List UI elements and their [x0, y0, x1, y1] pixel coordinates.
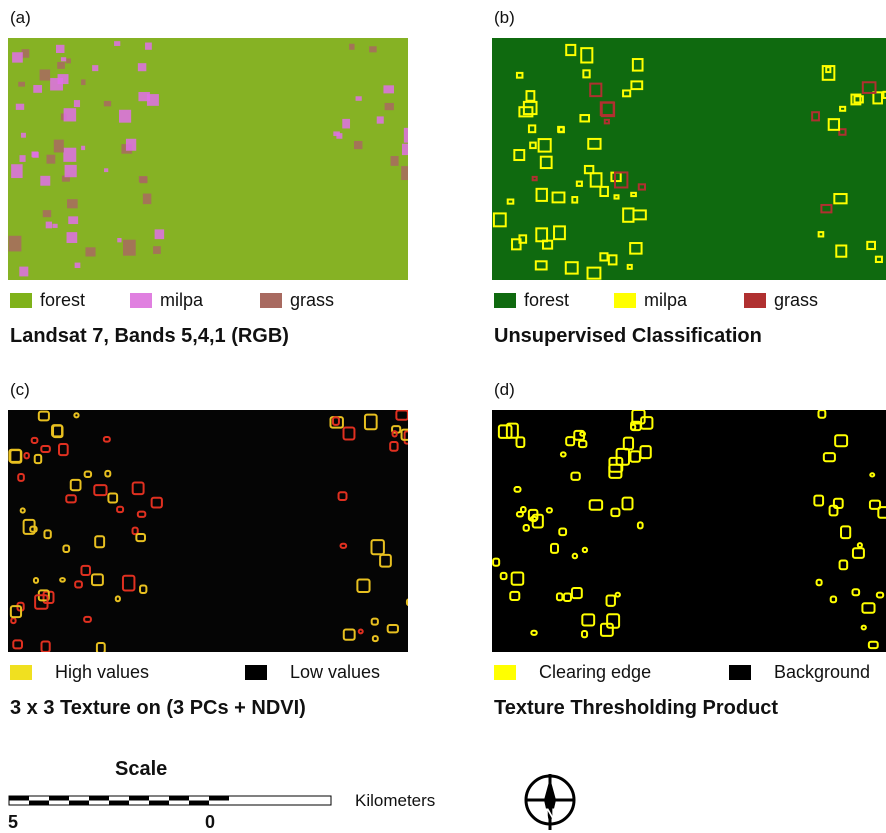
scale-units: Kilometers [355, 791, 435, 811]
panel-image [8, 38, 408, 280]
legend-swatch [10, 665, 32, 680]
panel-image [8, 410, 408, 652]
panel-label: (b) [494, 8, 515, 28]
legend-label: grass [774, 290, 818, 311]
legend-swatch [10, 293, 32, 308]
scale-left-label: 5 [8, 812, 18, 833]
legend-label: High values [55, 662, 149, 683]
scale-bar [8, 792, 338, 812]
legend-label: grass [290, 290, 334, 311]
legend-swatch [494, 665, 516, 680]
scale-right-label: 0 [205, 812, 215, 833]
panel-image [492, 410, 886, 652]
legend-label: Clearing edge [539, 662, 651, 683]
legend-label: Background [774, 662, 870, 683]
legend-swatch [729, 665, 751, 680]
legend-swatch [130, 293, 152, 308]
legend-label: milpa [644, 290, 687, 311]
legend-swatch [245, 665, 267, 680]
panel-caption: 3 x 3 Texture on (3 PCs + NDVI) [10, 697, 306, 720]
panel-caption: Landsat 7, Bands 5,4,1 (RGB) [10, 325, 289, 348]
panel-label: (d) [494, 380, 515, 400]
legend-swatch [614, 293, 636, 308]
legend-label: milpa [160, 290, 203, 311]
legend-label: Low values [290, 662, 380, 683]
legend-swatch [494, 293, 516, 308]
legend-label: forest [40, 290, 85, 311]
svg-text:N: N [545, 805, 555, 821]
panel-image [492, 38, 886, 280]
panel-label: (a) [10, 8, 31, 28]
north-arrow: N [520, 772, 582, 832]
scale-title: Scale [115, 758, 167, 781]
legend-swatch [260, 293, 282, 308]
figure: Scale Kilometers 5 0 N (a) forest milpa gra… [0, 0, 886, 832]
legend-label: forest [524, 290, 569, 311]
panel-caption: Texture Thresholding Product [494, 697, 778, 720]
legend-swatch [744, 293, 766, 308]
panel-caption: Unsupervised Classification [494, 325, 762, 348]
panel-label: (c) [10, 380, 30, 400]
